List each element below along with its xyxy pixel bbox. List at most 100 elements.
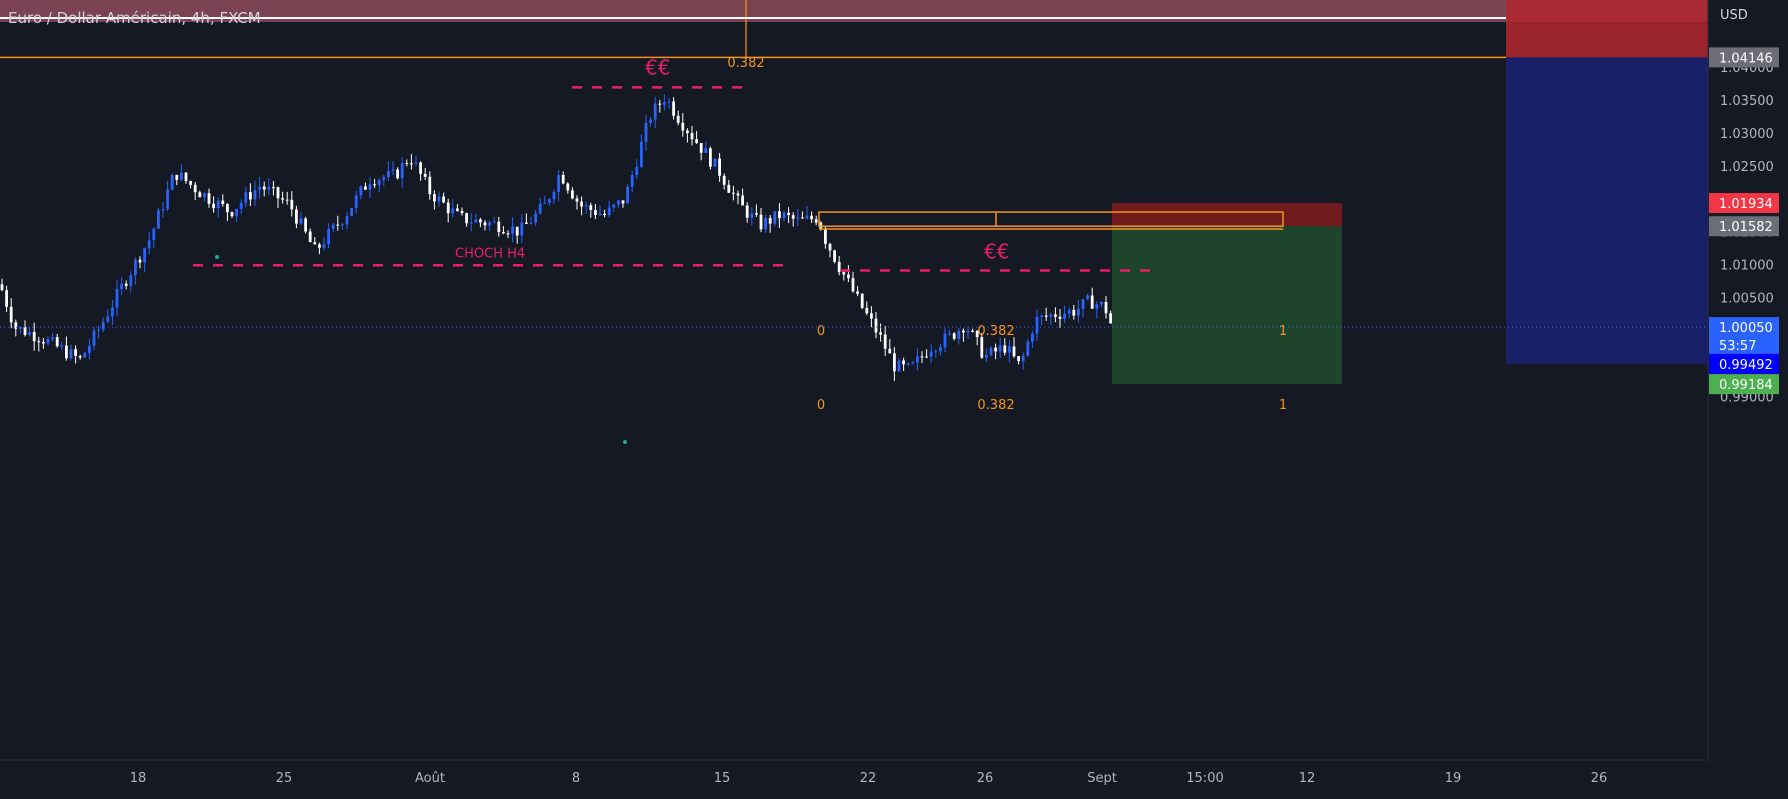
candle-body [28, 332, 31, 335]
candle-body [1109, 313, 1112, 324]
take-profit-zone [1112, 226, 1342, 385]
candle-body [778, 211, 781, 219]
candle-body [111, 307, 114, 317]
candle-body [1054, 314, 1057, 317]
candle-body [870, 313, 873, 319]
candle-body [603, 213, 606, 216]
x-tick-label: 18 [130, 771, 147, 786]
candle-body [534, 213, 537, 223]
price-badge-1 [1709, 193, 1779, 214]
candle-body [364, 186, 367, 190]
candle-body [833, 250, 836, 262]
candle-body [1021, 355, 1025, 362]
candle-body [824, 229, 827, 244]
candle-body [768, 217, 772, 224]
candle-body [308, 231, 312, 243]
candle-body [295, 209, 298, 224]
candle-body [331, 224, 335, 230]
x-tick-label: 22 [860, 771, 877, 786]
candle-body [189, 181, 192, 185]
fib-box-bot-0: 0 [817, 398, 825, 413]
candle-body [943, 333, 947, 348]
candle-body [888, 348, 892, 354]
candle-body [244, 192, 248, 203]
candle-body [391, 169, 395, 171]
candle-body [83, 352, 87, 358]
candle-body [419, 162, 422, 174]
x-tick-label: 19 [1445, 771, 1462, 786]
candle-body [400, 162, 404, 179]
candle-body [410, 163, 413, 165]
candle-body [755, 213, 758, 215]
candle-body [497, 221, 501, 233]
candle-body [856, 291, 859, 294]
candle-body [341, 224, 344, 226]
x-tick-label: 26 [1591, 771, 1608, 786]
candle-body [350, 208, 353, 216]
y-tick-label: 1.02500 [1720, 160, 1774, 175]
x-tick-label: Août [415, 771, 445, 786]
candle-body [1026, 341, 1030, 356]
fib-box-bot-1: 1 [1279, 398, 1287, 413]
candle-body [764, 217, 767, 230]
candle-body [88, 345, 91, 353]
candle-body [276, 187, 280, 199]
candle-body [994, 347, 997, 352]
candle-body [966, 330, 970, 333]
candle-body [598, 213, 602, 215]
marker-dot [623, 440, 627, 444]
candle-body [520, 222, 524, 236]
candle-body [690, 133, 694, 140]
candle-body [65, 345, 68, 359]
choch-h4-label: CHOCH H4 [455, 246, 525, 261]
candle-body [676, 115, 680, 123]
candle-body [198, 192, 202, 198]
x-tick-label: 15:00 [1186, 771, 1223, 786]
candle-body [124, 283, 128, 286]
candle-body [433, 194, 436, 202]
candle-body [175, 174, 179, 180]
candle-body [672, 101, 675, 116]
candle-body [791, 215, 795, 219]
candle-body [580, 201, 583, 207]
candle-body [147, 240, 151, 249]
candle-body [557, 174, 560, 192]
candle-body [663, 102, 666, 105]
candle-body [902, 360, 905, 365]
candle-body [345, 215, 349, 225]
candle-body [492, 221, 496, 223]
candle-body [626, 186, 629, 204]
candle-body [699, 143, 703, 153]
prediction-zone [1506, 57, 1708, 364]
candle-body [170, 174, 174, 190]
candle-body [396, 169, 399, 179]
candle-body [782, 212, 786, 219]
marker-dot [215, 255, 219, 259]
candle-body [773, 211, 777, 224]
candle-body [842, 272, 846, 275]
candle-body [975, 330, 979, 338]
candle-body [253, 189, 257, 200]
candle-body [695, 139, 698, 144]
candle-body [456, 208, 459, 211]
candle-body [741, 195, 744, 206]
candle-body [221, 200, 225, 204]
candle-body [874, 318, 878, 333]
top-stop-zone [1506, 0, 1708, 58]
candle-body [906, 363, 910, 365]
price-badge-countdown: 53:57 [1719, 339, 1756, 354]
candle-body [575, 198, 579, 202]
candle-body [998, 345, 1002, 352]
candle-body [589, 205, 593, 211]
candle-body [428, 176, 432, 195]
candle-body [23, 326, 27, 335]
time-axis-panel[interactable] [0, 760, 1708, 795]
candle-body [971, 330, 974, 332]
candle-body [897, 360, 901, 372]
candle-body [451, 208, 455, 214]
candle-body [952, 333, 956, 339]
candle-body [1067, 309, 1071, 314]
candle-body [469, 222, 473, 224]
